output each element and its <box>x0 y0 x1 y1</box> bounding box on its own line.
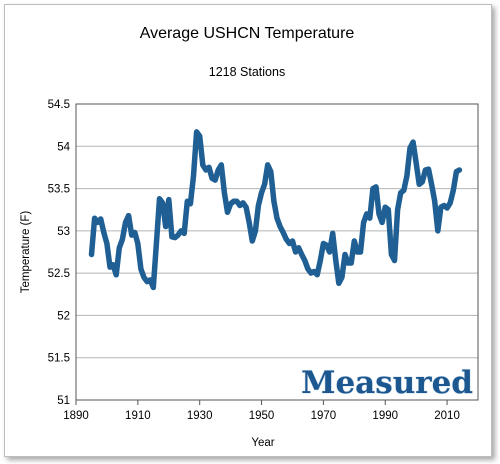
x-tick-label: 2010 <box>434 410 460 422</box>
y-tick-label: 52.5 <box>48 268 70 280</box>
x-tick-label: 1930 <box>187 410 213 422</box>
y-tick-label: 53.5 <box>48 184 70 196</box>
x-axis-label: Year <box>251 437 274 449</box>
y-tick-label: 54 <box>57 141 70 153</box>
measured-watermark: Measured <box>301 365 473 401</box>
y-tick-label: 51 <box>57 395 70 407</box>
plot-area-border <box>75 103 479 401</box>
x-tick-label: 1910 <box>125 410 151 422</box>
x-tick-label: 1950 <box>249 410 275 422</box>
y-tick-label: 54.5 <box>48 99 70 111</box>
temperature-series-line <box>88 129 463 291</box>
chart-subtitle: 1218 Stations <box>209 65 285 79</box>
chart-title: Average USHCN Temperature <box>140 25 355 42</box>
x-tick-label: 1990 <box>372 410 398 422</box>
x-axis-ticks: 1890 1910 1930 1950 1970 1990 2010 <box>63 400 460 422</box>
x-tick-label: 1890 <box>63 410 89 422</box>
y-tick-label: 52 <box>57 310 70 322</box>
x-tick-label: 1970 <box>311 410 337 422</box>
y-tick-label: 53 <box>57 226 70 238</box>
y-tick-label: 51.5 <box>48 353 70 365</box>
y-axis-ticks: 54.5 54 53.5 53 52.5 52 51.5 51 <box>48 99 71 407</box>
y-axis-label: Temperature (F) <box>20 211 32 294</box>
